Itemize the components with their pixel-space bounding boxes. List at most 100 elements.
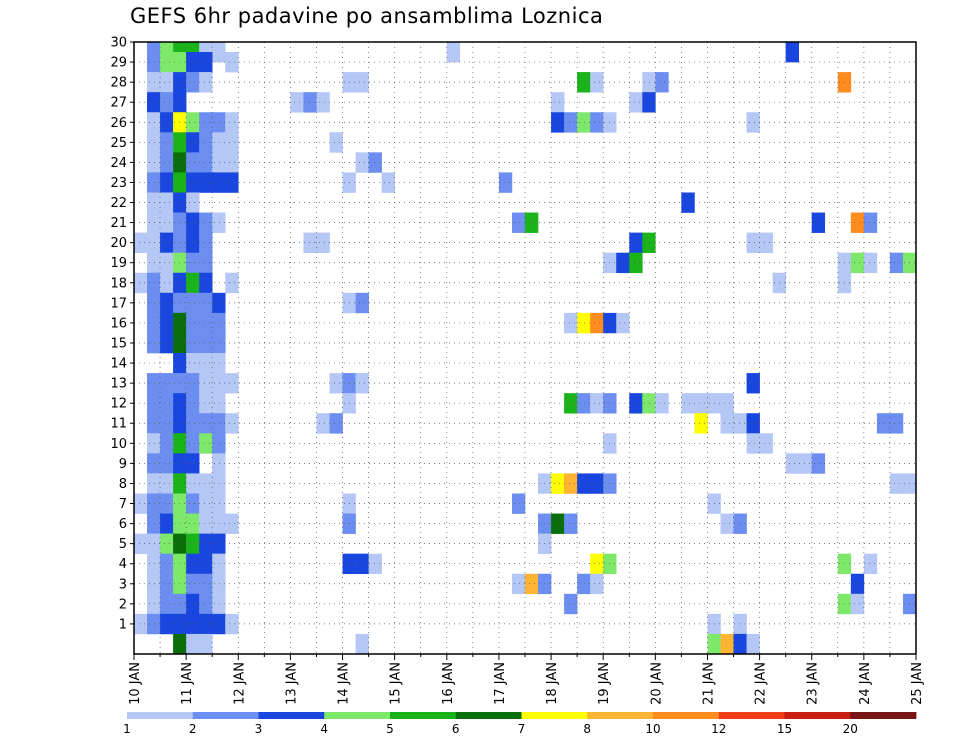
x-tick-label: 10 JAN: [128, 662, 143, 705]
legend-swatch: [653, 712, 720, 719]
heatmap-cell: [212, 312, 226, 334]
y-tick-label: 25: [110, 136, 127, 151]
heatmap-cell: [212, 112, 226, 133]
heatmap-cell: [199, 312, 213, 334]
heatmap-cell: [199, 292, 213, 314]
heatmap-cell: [160, 92, 174, 113]
legend-label: 6: [452, 722, 460, 736]
heatmap-cell: [160, 613, 174, 635]
legend-swatch: [521, 712, 588, 719]
legend-swatch: [127, 712, 194, 719]
heatmap-cell: [577, 473, 591, 494]
y-tick-label: 23: [110, 176, 127, 191]
heatmap-cell: [160, 513, 174, 534]
heatmap-cell: [186, 212, 200, 233]
heatmap-cell: [225, 373, 239, 394]
heatmap-cell: [186, 172, 200, 193]
heatmap-cell: [199, 52, 213, 73]
heatmap-cell: [746, 433, 760, 454]
heatmap-cell: [212, 573, 226, 595]
legend-label: 1: [123, 722, 131, 736]
heatmap-cell: [199, 272, 213, 294]
heatmap-cell: [212, 493, 226, 514]
heatmap-cell: [199, 553, 213, 575]
x-tick-label: 21 JAN: [702, 662, 717, 705]
heatmap-cell: [746, 232, 760, 253]
heatmap-cell: [564, 312, 578, 334]
x-tick-label: 18 JAN: [545, 662, 560, 705]
heatmap-cell: [590, 553, 604, 575]
heatmap-cell: [199, 132, 213, 153]
heatmap-cell: [147, 92, 161, 113]
heatmap-cell: [186, 52, 200, 73]
heatmap-cell: [629, 232, 643, 253]
heatmap-cell: [186, 232, 200, 253]
heatmap-cell: [381, 172, 395, 193]
y-tick-label: 5: [119, 537, 127, 552]
heatmap-cell: [212, 353, 226, 374]
x-tick-label: 25 JAN: [910, 662, 925, 705]
heatmap-cell: [134, 493, 148, 514]
heatmap-cell: [290, 92, 304, 113]
heatmap-cell: [186, 593, 200, 615]
y-tick-label: 7: [119, 497, 127, 512]
heatmap-cell: [564, 112, 578, 133]
heatmap-cell: [850, 252, 865, 274]
heatmap-cell: [147, 373, 161, 394]
heatmap-cell: [147, 493, 161, 514]
legend-swatch: [192, 712, 259, 719]
heatmap-cell: [225, 272, 239, 294]
heatmap-cell: [316, 413, 330, 434]
heatmap-cell: [199, 353, 213, 374]
heatmap-cell: [212, 513, 226, 534]
y-tick-label: 10: [110, 437, 127, 452]
heatmap-cell: [564, 593, 578, 615]
heatmap-cell: [355, 292, 369, 314]
heatmap-cell: [199, 633, 213, 655]
heatmap-cell: [160, 212, 174, 233]
legend-label: 10: [645, 722, 660, 736]
heatmap-cell: [186, 393, 200, 414]
heatmap-cell: [186, 332, 200, 354]
heatmap-cell: [746, 633, 760, 655]
heatmap-cell: [160, 72, 174, 93]
heatmap-cell: [212, 613, 226, 635]
heatmap-cell: [199, 373, 213, 394]
heatmap-cell: [199, 332, 213, 354]
heatmap-cell: [329, 132, 343, 153]
heatmap-cell: [147, 393, 161, 414]
heatmap-cell: [850, 573, 865, 595]
heatmap-cell: [681, 192, 695, 213]
heatmap-cell: [199, 493, 213, 514]
heatmap-cell: [199, 593, 213, 615]
heatmap-cell: [199, 152, 213, 173]
heatmap-cell: [785, 453, 799, 474]
heatmap-cell: [160, 112, 174, 133]
heatmap-cell: [616, 252, 630, 274]
heatmap-cell: [225, 52, 239, 73]
x-tick-label: 19 JAN: [597, 662, 612, 705]
y-tick-label: 2: [119, 597, 127, 612]
y-tick-label: 22: [110, 196, 127, 211]
heatmap-cell: [616, 312, 630, 334]
x-tick-label: 15 JAN: [389, 662, 404, 705]
heatmap-cell: [147, 72, 161, 93]
legend-swatch: [324, 712, 391, 719]
heatmap-cell: [160, 272, 174, 294]
heatmap-cell: [551, 92, 565, 113]
heatmap-cell: [212, 132, 226, 153]
heatmap-cell: [147, 252, 161, 274]
y-tick-label: 11: [110, 417, 127, 432]
heatmap-cell: [577, 393, 591, 414]
heatmap-cell: [629, 252, 643, 274]
heatmap-cell: [160, 393, 174, 414]
heatmap-cell: [147, 172, 161, 193]
heatmap-cell: [590, 72, 604, 93]
heatmap-cell: [147, 453, 161, 474]
legend-label: 20: [843, 722, 858, 736]
y-tick-label: 13: [110, 377, 127, 392]
heatmap-cell: [733, 613, 747, 635]
heatmap-cell: [811, 453, 826, 474]
heatmap-cell: [720, 633, 734, 655]
